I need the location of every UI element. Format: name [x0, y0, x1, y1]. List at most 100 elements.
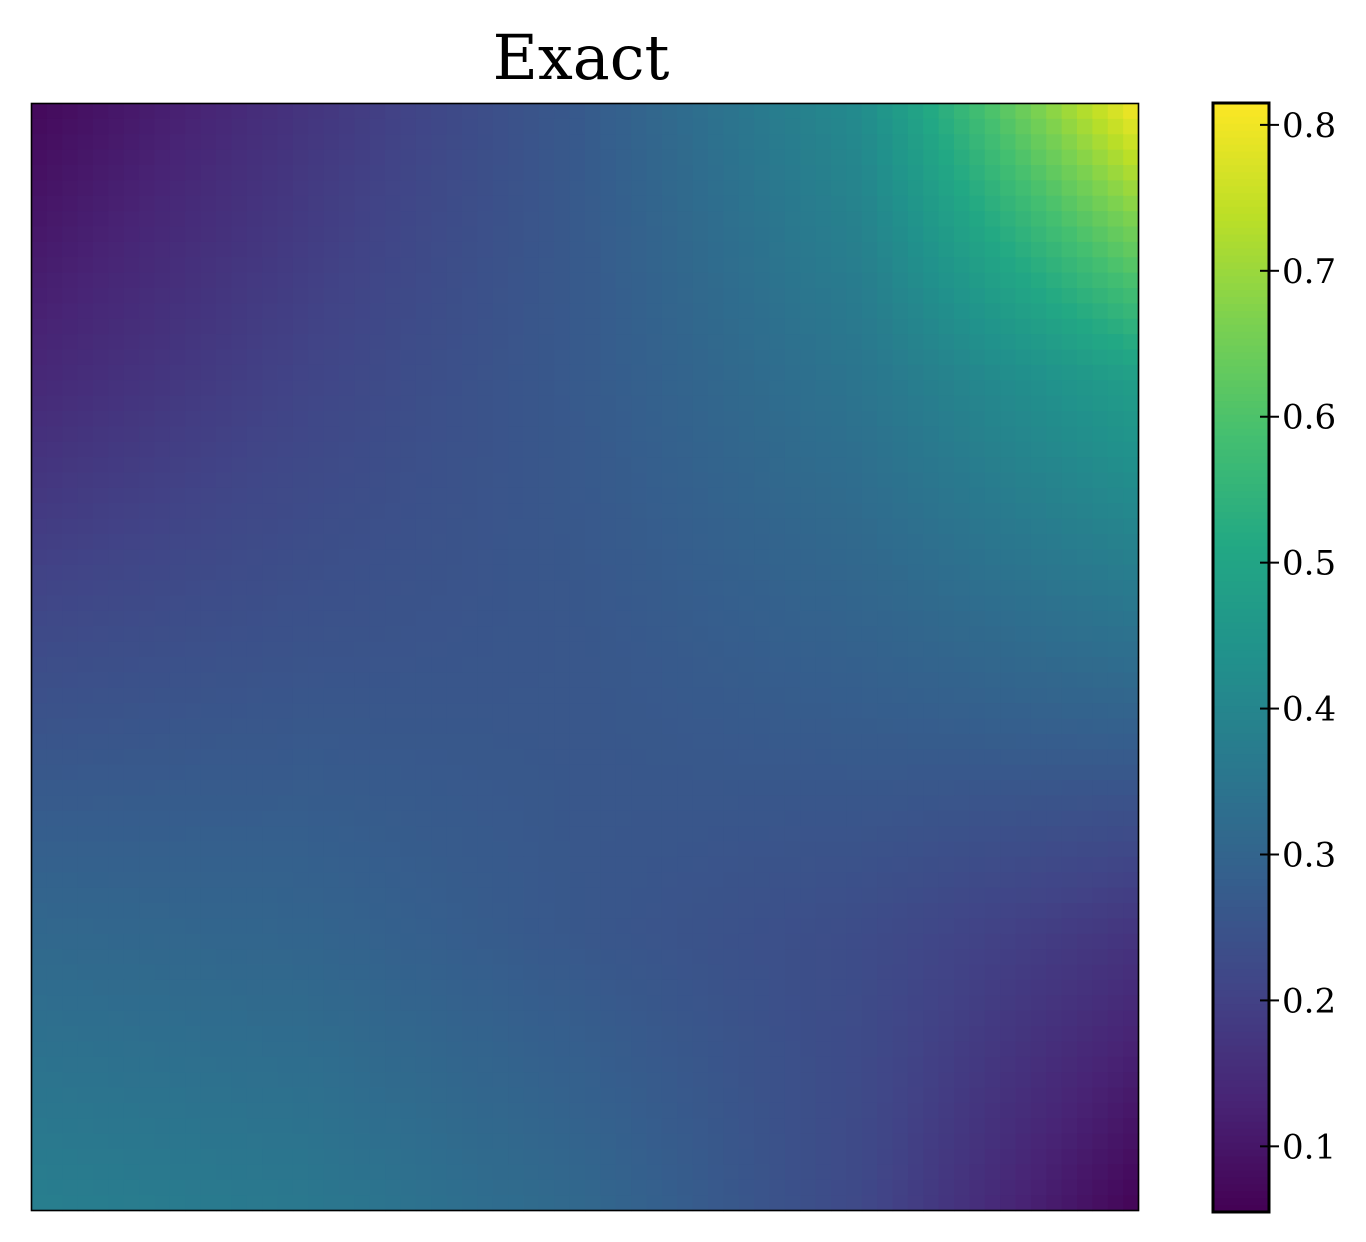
heatmap-cell: [554, 626, 571, 643]
heatmap-cell: [1000, 795, 1017, 812]
heatmap-cell: [1123, 380, 1140, 397]
heatmap-cell: [600, 626, 617, 643]
heatmap-cell: [708, 472, 724, 489]
heatmap-cell: [815, 272, 832, 289]
heatmap-cell: [615, 949, 632, 966]
heatmap-cell: [800, 134, 817, 151]
heatmap-cell: [846, 1010, 863, 1027]
heatmap-cell: [216, 718, 232, 735]
heatmap-cell: [246, 426, 263, 443]
heatmap-cell: [323, 1149, 340, 1165]
heatmap-cell: [1015, 364, 1032, 381]
heatmap-cell: [339, 810, 355, 827]
heatmap-cell: [262, 872, 279, 889]
heatmap-cell: [123, 149, 140, 166]
heatmap-cell: [677, 1102, 694, 1119]
heatmap-cell: [646, 180, 663, 197]
heatmap-cell: [93, 441, 109, 458]
heatmap-cell: [708, 918, 724, 935]
heatmap-cell: [46, 1087, 63, 1104]
heatmap-cell: [1107, 949, 1124, 966]
heatmap-cell: [246, 718, 263, 735]
heatmap-cell: [846, 549, 863, 566]
heatmap-cell: [477, 134, 494, 151]
heatmap-cell: [723, 441, 740, 458]
heatmap-cell: [892, 118, 909, 135]
heatmap-cell: [523, 211, 540, 228]
heatmap-cell: [861, 1087, 878, 1104]
heatmap-cell: [139, 426, 156, 443]
heatmap-cell: [969, 564, 986, 581]
heatmap-cell: [615, 641, 632, 658]
heatmap-cell: [769, 257, 786, 274]
heatmap-cell: [400, 1118, 417, 1135]
heatmap-cell: [216, 1102, 232, 1119]
heatmap-cell: [738, 641, 755, 658]
heatmap-cell: [1077, 518, 1093, 535]
heatmap-cell: [984, 487, 1001, 504]
heatmap-cell: [339, 780, 355, 796]
heatmap-cell: [661, 226, 678, 243]
heatmap-cell: [262, 457, 279, 474]
heatmap-cell: [846, 318, 863, 335]
heatmap-cell: [784, 1102, 801, 1119]
heatmap-cell: [462, 964, 478, 981]
heatmap-cell: [77, 979, 94, 996]
heatmap-cell: [139, 749, 156, 766]
heatmap-cell: [861, 610, 878, 627]
heatmap-cell: [462, 195, 478, 212]
heatmap-cell: [277, 518, 294, 535]
heatmap-cell: [723, 411, 740, 427]
heatmap-cell: [538, 349, 555, 366]
heatmap-cell: [139, 103, 156, 120]
heatmap-cell: [1046, 1041, 1063, 1058]
heatmap-cell: [431, 103, 448, 120]
heatmap-cell: [323, 364, 340, 381]
heatmap-cell: [77, 903, 94, 919]
heatmap-cell: [262, 933, 279, 950]
heatmap-cell: [631, 426, 648, 443]
heatmap-cell: [861, 810, 878, 827]
heatmap-cell: [538, 303, 555, 320]
heatmap-cell: [1077, 795, 1093, 812]
heatmap-cell: [62, 257, 79, 274]
heatmap-cell: [46, 549, 63, 566]
heatmap-cell: [77, 949, 94, 966]
heatmap-cell: [815, 1118, 832, 1135]
heatmap-cell: [446, 303, 463, 320]
heatmap-cell: [1123, 703, 1140, 720]
heatmap-cell: [477, 457, 494, 474]
heatmap-cell: [154, 549, 171, 566]
heatmap-cell: [339, 549, 355, 566]
heatmap-cell: [569, 703, 586, 720]
heatmap-cell: [200, 887, 217, 904]
heatmap-cell: [769, 149, 786, 166]
heatmap-cell: [723, 795, 740, 812]
heatmap-cell: [877, 718, 894, 735]
heatmap-cell: [800, 764, 817, 781]
heatmap-cell: [200, 411, 217, 427]
heatmap-cell: [600, 165, 617, 181]
heatmap-cell: [831, 887, 847, 904]
heatmap-cell: [1092, 149, 1109, 166]
heatmap-cell: [708, 534, 724, 550]
heatmap-cell: [354, 826, 371, 843]
heatmap-cell: [446, 964, 463, 981]
heatmap-cell: [784, 211, 801, 228]
heatmap-cell: [431, 134, 448, 151]
heatmap-cell: [277, 272, 294, 289]
heatmap-cell: [308, 118, 325, 135]
heatmap-cell: [169, 165, 186, 181]
heatmap-cell: [508, 211, 525, 228]
heatmap-cell: [969, 411, 986, 427]
heatmap-cell: [62, 395, 79, 412]
heatmap-cell: [1092, 118, 1109, 135]
heatmap-cell: [661, 780, 678, 796]
heatmap-cell: [831, 149, 847, 166]
heatmap-cell: [1123, 1056, 1140, 1073]
heatmap-cell: [631, 887, 648, 904]
heatmap-cell: [677, 364, 694, 381]
heatmap-cell: [969, 195, 986, 212]
heatmap-cell: [277, 380, 294, 397]
heatmap-cell: [400, 1102, 417, 1119]
